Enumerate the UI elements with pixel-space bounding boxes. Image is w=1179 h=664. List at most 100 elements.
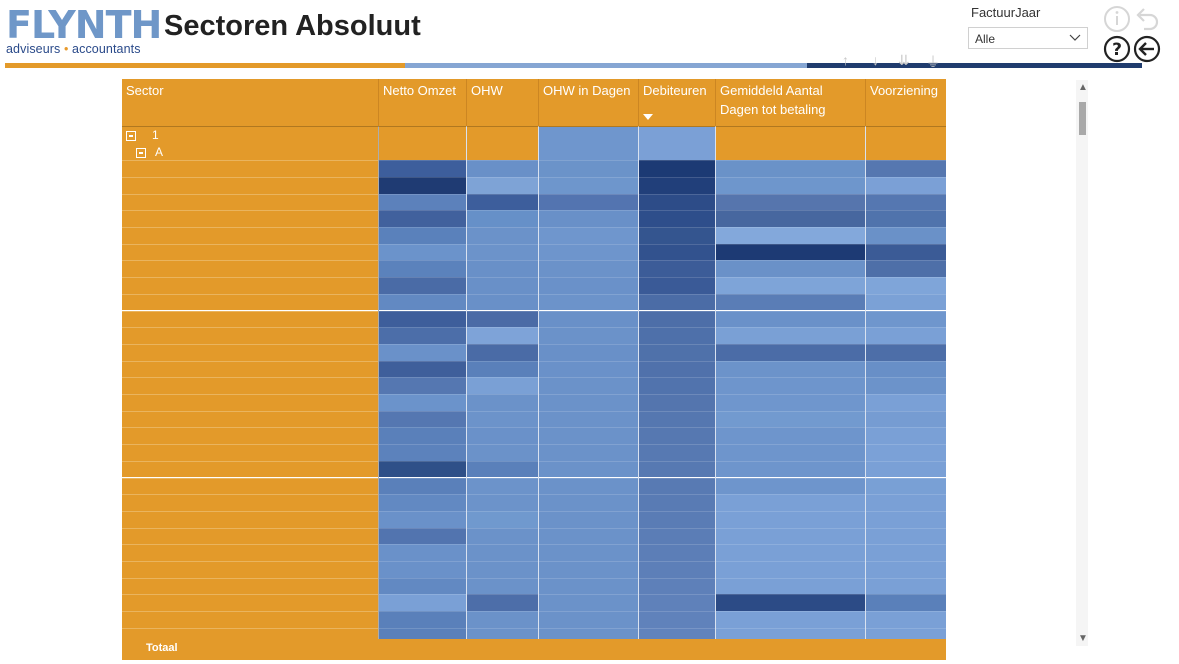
- table-row-sector[interactable]: [122, 611, 378, 628]
- table-cell[interactable]: [639, 477, 715, 495]
- table-cell[interactable]: [379, 377, 466, 394]
- table-row-sector[interactable]: [122, 327, 378, 344]
- column-header-gemiddeld-aantal-dagen[interactable]: Gemiddeld Aantal Dagen tot betaling: [720, 83, 826, 117]
- table-cell[interactable]: [639, 360, 715, 378]
- factuurjaar-dropdown[interactable]: Alle: [968, 27, 1088, 49]
- table-cell[interactable]: [866, 360, 946, 378]
- table-cell[interactable]: [639, 193, 715, 211]
- table-cell[interactable]: [539, 527, 638, 545]
- expand-next-level-icon[interactable]: ⇊: [898, 52, 910, 68]
- table-cell[interactable]: [539, 260, 638, 278]
- drill-down-icon[interactable]: ↓: [872, 52, 879, 68]
- column-header-debiteuren[interactable]: Debiteuren: [639, 79, 715, 126]
- table-cell[interactable]: [379, 427, 466, 445]
- group-cell[interactable]: [716, 143, 865, 161]
- group-cell[interactable]: [467, 143, 538, 161]
- help-icon[interactable]: ?: [1103, 35, 1131, 63]
- table-cell[interactable]: [539, 193, 638, 211]
- table-cell[interactable]: [379, 243, 466, 261]
- table-cell[interactable]: [467, 477, 538, 495]
- table-cell[interactable]: [866, 343, 946, 361]
- table-cell[interactable]: [467, 460, 538, 478]
- table-cell[interactable]: [539, 176, 638, 194]
- table-cell[interactable]: [467, 527, 538, 545]
- table-cell[interactable]: [379, 394, 466, 411]
- table-cell[interactable]: [639, 611, 715, 628]
- table-row-sector[interactable]: [122, 410, 378, 428]
- table-cell[interactable]: [379, 260, 466, 278]
- table-cell[interactable]: [716, 444, 865, 461]
- table-row-sector[interactable]: [122, 377, 378, 394]
- table-cell[interactable]: [539, 310, 638, 328]
- table-cell[interactable]: [379, 577, 466, 595]
- table-cell[interactable]: [379, 544, 466, 561]
- column-header-netto-omzet[interactable]: Netto Omzet: [383, 83, 456, 98]
- table-cell[interactable]: [639, 444, 715, 461]
- table-cell[interactable]: [866, 327, 946, 344]
- group-cell[interactable]: [467, 127, 538, 144]
- table-cell[interactable]: [539, 394, 638, 411]
- back-arrow-icon[interactable]: [1133, 35, 1161, 63]
- table-cell[interactable]: [716, 260, 865, 278]
- table-row-sector[interactable]: [122, 444, 378, 461]
- group-cell[interactable]: [639, 143, 715, 161]
- table-cell[interactable]: [539, 293, 638, 311]
- table-cell[interactable]: [539, 444, 638, 461]
- table-cell[interactable]: [379, 444, 466, 461]
- table-cell[interactable]: [539, 410, 638, 428]
- table-cell[interactable]: [539, 343, 638, 361]
- table-cell[interactable]: [866, 193, 946, 211]
- table-cell[interactable]: [539, 544, 638, 561]
- table-cell[interactable]: [716, 477, 865, 495]
- table-cell[interactable]: [539, 561, 638, 578]
- table-cell[interactable]: [467, 360, 538, 378]
- collapse-icon[interactable]: [136, 147, 146, 158]
- scroll-up-icon[interactable]: ▲: [1078, 82, 1088, 93]
- table-cell[interactable]: [467, 410, 538, 428]
- table-cell[interactable]: [539, 210, 638, 227]
- table-cell[interactable]: [639, 527, 715, 545]
- table-cell[interactable]: [467, 260, 538, 278]
- table-cell[interactable]: [467, 594, 538, 612]
- table-cell[interactable]: [467, 210, 538, 227]
- table-row-sector[interactable]: [122, 427, 378, 445]
- table-cell[interactable]: [379, 561, 466, 578]
- table-cell[interactable]: [639, 243, 715, 261]
- table-cell[interactable]: [639, 561, 715, 578]
- table-cell[interactable]: [866, 561, 946, 578]
- table-cell[interactable]: [716, 494, 865, 511]
- table-cell[interactable]: [639, 577, 715, 595]
- table-cell[interactable]: [467, 343, 538, 361]
- table-row-sector[interactable]: [122, 527, 378, 545]
- table-cell[interactable]: [716, 343, 865, 361]
- table-cell[interactable]: [379, 360, 466, 378]
- table-cell[interactable]: [716, 460, 865, 478]
- table-cell[interactable]: [866, 477, 946, 495]
- table-cell[interactable]: [379, 327, 466, 344]
- table-cell[interactable]: [467, 611, 538, 628]
- table-cell[interactable]: [866, 293, 946, 311]
- info-icon[interactable]: [1103, 5, 1131, 33]
- table-cell[interactable]: [866, 544, 946, 561]
- table-row-sector[interactable]: [122, 176, 378, 194]
- table-cell[interactable]: [716, 193, 865, 211]
- table-cell[interactable]: [379, 227, 466, 244]
- table-row-sector[interactable]: [122, 260, 378, 278]
- table-cell[interactable]: [539, 510, 638, 528]
- table-cell[interactable]: [539, 427, 638, 445]
- table-cell[interactable]: [716, 377, 865, 394]
- table-cell[interactable]: [866, 210, 946, 227]
- table-row-sector[interactable]: [122, 394, 378, 411]
- table-cell[interactable]: [716, 227, 865, 244]
- group-cell[interactable]: [539, 143, 638, 161]
- table-cell[interactable]: [639, 394, 715, 411]
- table-cell[interactable]: [639, 460, 715, 478]
- table-row-sector[interactable]: [122, 544, 378, 561]
- table-cell[interactable]: [379, 527, 466, 545]
- vertical-scrollbar[interactable]: ▲ ▼: [1076, 80, 1088, 646]
- expand-all-icon[interactable]: ⏚: [926, 54, 940, 70]
- table-cell[interactable]: [539, 577, 638, 595]
- table-cell[interactable]: [639, 594, 715, 612]
- group-cell[interactable]: [716, 127, 865, 144]
- group-cell[interactable]: [639, 127, 715, 144]
